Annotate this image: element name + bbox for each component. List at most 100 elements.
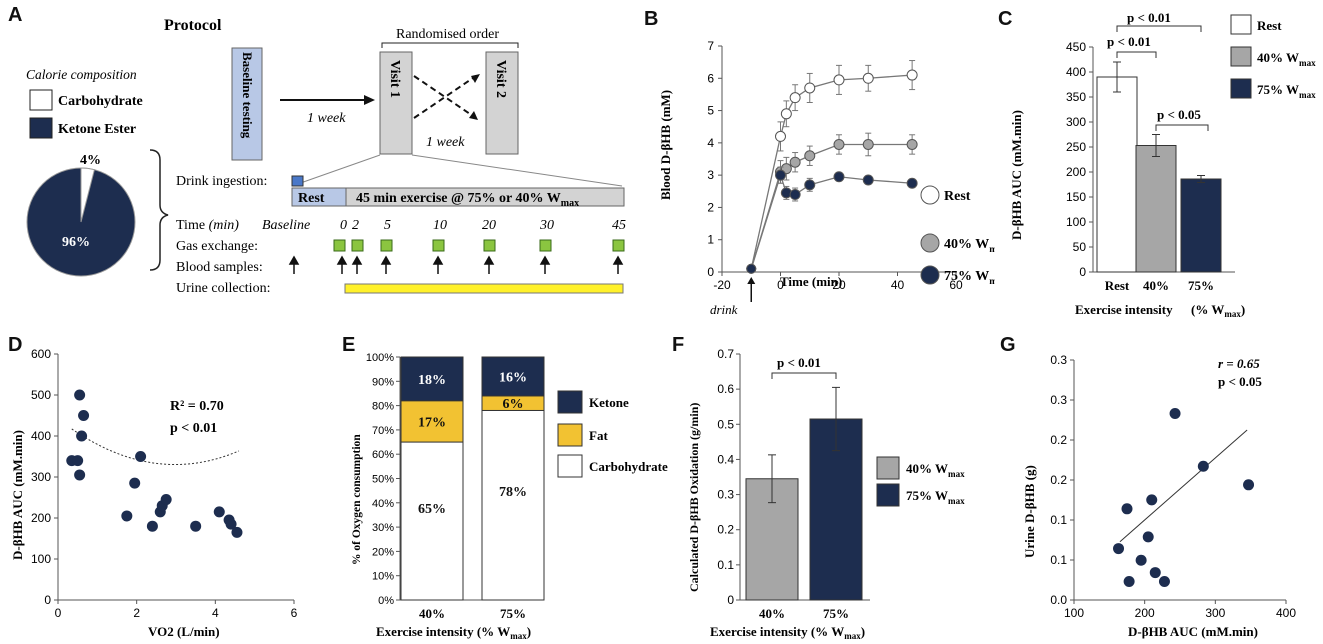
e-y-tick-label: 80%: [372, 401, 394, 413]
e-y-tick-label: 10%: [372, 571, 394, 583]
panel-c-chart: D-βHB AUC (mM.min) Exercise intensity (%…: [1009, 10, 1316, 319]
d-y-tick-label: 400: [31, 429, 51, 443]
d-y-tick-label: 600: [31, 347, 51, 361]
panel-letter-d: D: [8, 334, 23, 356]
c-legend-swatch: [1230, 78, 1252, 99]
d-y-axis-label: D-βHB AUC (mM.min): [10, 430, 25, 560]
b-legend-label: 75% Wmax: [944, 269, 995, 287]
g-y-tick-label: 0.2: [1050, 473, 1067, 487]
e-bar-segment: [481, 356, 545, 397]
g-y-tick-label: 0.2: [1050, 433, 1067, 447]
b-data-point: [833, 171, 845, 183]
f-y-tick-label: 0.2: [717, 523, 734, 537]
g-data-point: [1149, 567, 1161, 579]
d-data-point: [129, 477, 141, 489]
c-bracket: [1155, 124, 1209, 131]
c-bar: [1096, 76, 1138, 273]
blood-samples-label: Blood samples:: [176, 260, 263, 275]
e-segment-label: 16%: [499, 370, 527, 385]
b-y-tick-label: 5: [707, 104, 714, 118]
c-x-axis-label-2: (% Wmax): [1191, 302, 1245, 319]
d-data-point: [160, 494, 172, 506]
one-week-label-1: 1 week: [307, 111, 346, 126]
urine-collection-bar: [344, 283, 624, 294]
c-y-tick-label: 300: [1066, 115, 1086, 129]
c-category-label: 40%: [1143, 278, 1169, 293]
b-y-tick-label: 1: [707, 233, 714, 247]
b-y-axis-label: Blood D-βHB (mM): [658, 90, 673, 200]
d-data-point: [231, 526, 243, 538]
g-data-point: [1121, 503, 1133, 515]
b-data-point: [804, 150, 816, 162]
g-x-tick-label: 300: [1205, 606, 1225, 620]
b-data-point: [862, 138, 874, 150]
time-ticks: 0 2 5 10 20 30 45: [340, 218, 626, 233]
drink-ingestion-label: Drink ingestion:: [176, 174, 267, 189]
brace: [149, 149, 169, 271]
f-annotation: p < 0.01: [777, 355, 821, 370]
c-y-tick-label: 450: [1066, 40, 1086, 54]
e-category-label: 40%: [419, 606, 445, 621]
baseline-testing-label: Baseline testing: [240, 52, 255, 139]
c-y-tick-label: 350: [1066, 90, 1086, 104]
b-data-point: [780, 187, 792, 199]
panel-letter-e: E: [342, 334, 356, 356]
e-legend-label: Ketone: [589, 395, 629, 410]
d-data-point: [74, 469, 86, 481]
e-legend-label: Carbohydrate: [589, 459, 668, 474]
g-x-tick-label: 100: [1064, 606, 1084, 620]
time-tick: 5: [384, 218, 391, 233]
e-legend-swatch: [557, 390, 583, 414]
b-data-point: [746, 263, 757, 274]
visit2-label: Visit 2: [493, 60, 508, 98]
c-annotation: p < 0.01: [1127, 10, 1171, 25]
exercise-box-label: 45 min exercise @ 75% or 40% Wmax: [356, 191, 579, 209]
c-y-tick-label: 100: [1066, 215, 1086, 229]
g-y-tick-label: 0.3: [1050, 393, 1067, 407]
f-y-tick-label: 0.3: [717, 488, 734, 502]
legend-carbohydrate-swatch: [29, 89, 53, 111]
c-bracket: [1116, 25, 1202, 32]
d-data-point: [78, 410, 90, 421]
b-data-point: [862, 174, 874, 186]
e-x-axis-label: Exercise intensity (% Wmax): [376, 624, 531, 641]
drink-marker: [291, 175, 304, 187]
b-data-point: [804, 179, 816, 191]
f-y-tick-label: 0.5: [717, 417, 734, 431]
panel-a-protocol-diagram: Protocol Calorie composition Carbohydrat…: [26, 17, 626, 296]
e-y-axis-label: % of Oxygen consumption: [351, 434, 363, 565]
time-unit: (min): [209, 218, 240, 233]
e-bar-segment: [400, 400, 464, 443]
g-annotation: p < 0.05: [1218, 374, 1262, 389]
f-legend-swatch: [876, 483, 900, 507]
f-bracket: [771, 372, 837, 379]
e-y-tick-label: 40%: [372, 498, 394, 510]
svg-text:Time (min): Time (min): [176, 218, 239, 233]
b-y-tick-label: 4: [707, 136, 714, 150]
e-segment-label: 17%: [418, 415, 446, 430]
b-x-axis-label: Time (min): [780, 274, 842, 289]
exercise-box: [345, 187, 625, 207]
d-data-point: [146, 520, 158, 532]
b-legend-label: 40% Wmax: [944, 237, 995, 255]
d-x-tick-label: 2: [133, 606, 140, 620]
b-x-tick-label: 20: [832, 278, 846, 292]
c-x-axis-label: Exercise intensity: [1075, 302, 1173, 317]
e-legend-swatch: [557, 423, 583, 447]
d-data-point: [121, 510, 133, 522]
g-annotation: r = 0.65: [1218, 356, 1260, 371]
b-data-point: [780, 108, 792, 120]
panel-g-chart: Urine D-βHB (g) D-βHB AUC (mM.min) 0.0 0.…: [1022, 353, 1296, 639]
b-y-tick-label: 7: [707, 39, 714, 53]
b-legend-label: Rest: [944, 189, 971, 204]
b-data-point: [775, 130, 786, 142]
b-data-point: [906, 138, 918, 150]
time-label: Time: [176, 218, 205, 233]
e-y-tick-label: 0%: [378, 595, 394, 607]
d-data-point: [190, 520, 202, 532]
g-data-point: [1123, 575, 1135, 587]
d-y-tick-label: 0: [44, 593, 51, 607]
panel-letter-c: C: [998, 8, 1013, 30]
d-data-point: [213, 506, 225, 518]
c-y-tick-label: 0: [1079, 265, 1086, 279]
